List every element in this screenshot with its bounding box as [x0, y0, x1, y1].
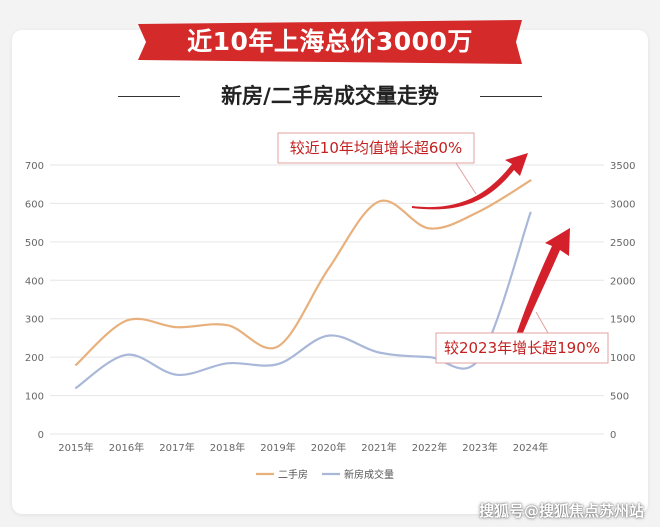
- callout-text-new-house: 较2023年增长超190%: [444, 339, 600, 357]
- callout-leader-new-house: [535, 311, 549, 334]
- page-title: 近10年上海总价3000万: [187, 27, 473, 56]
- legend: 二手房 新房成交量: [256, 468, 394, 481]
- legend-label: 新房成交量: [344, 468, 394, 481]
- x-tick-label: 2015年: [58, 441, 93, 454]
- callout-box-second-hand: [277, 132, 475, 164]
- right-tick-label: 3000: [610, 199, 635, 210]
- legend-label: 二手房: [278, 468, 308, 481]
- left-tick-label: 0: [38, 430, 44, 441]
- right-tick-label: 2500: [610, 238, 635, 249]
- watermark: 搜狐号@搜狐焦点苏州站: [478, 502, 644, 520]
- left-y-axis: 0 100 200 300 400 500 600 700: [25, 161, 44, 441]
- x-tick-label: 2024年: [513, 441, 548, 454]
- subtitle-line-left: [118, 96, 180, 97]
- left-tick-label: 600: [25, 199, 44, 210]
- right-tick-label: 2000: [610, 276, 635, 287]
- left-tick-label: 500: [25, 238, 44, 249]
- subtitle-row: 新房/二手房成交量走势: [118, 80, 542, 112]
- x-tick-label: 2023年: [462, 441, 497, 454]
- right-tick-label: 3500: [610, 161, 635, 172]
- trend-arrow-second-hand: [412, 153, 528, 210]
- chart-subtitle: 新房/二手房成交量走势: [221, 84, 439, 108]
- left-tick-label: 400: [25, 276, 44, 287]
- left-tick-label: 700: [25, 161, 44, 172]
- x-tick-label: 2017年: [159, 441, 194, 454]
- grid-lines: [50, 164, 604, 435]
- right-tick-label: 1500: [610, 315, 635, 326]
- callout-box-new-house: [435, 332, 609, 364]
- right-tick-label: 1000: [610, 353, 635, 364]
- x-tick-label: 2018年: [210, 441, 245, 454]
- left-tick-label: 200: [25, 353, 44, 364]
- right-tick-label: 500: [610, 392, 629, 403]
- x-tick-label: 2021年: [361, 441, 396, 454]
- x-tick-label: 2019年: [260, 441, 295, 454]
- callout-text-second-hand: 较近10年均值增长超60%: [290, 139, 462, 157]
- x-tick-label: 2020年: [311, 441, 346, 454]
- series-line-second-hand: [74, 179, 532, 366]
- trend-arrow-new-house: [515, 228, 570, 340]
- annotations: 较近10年均值增长超60% 较2023年增长超190%: [277, 132, 609, 364]
- subtitle-line-right: [480, 96, 542, 97]
- right-y-axis: 0 500 1000 1500 2000 2500 3000 3500: [610, 161, 635, 441]
- right-tick-label: 0: [610, 430, 616, 441]
- callout-leader-second-hand: [455, 162, 477, 195]
- title-banner: 近10年上海总价3000万: [138, 20, 522, 64]
- banner-shape: [138, 20, 522, 64]
- x-tick-label: 2016年: [109, 441, 144, 454]
- left-tick-label: 100: [25, 392, 44, 403]
- left-tick-label: 300: [25, 315, 44, 326]
- x-tick-label: 2022年: [412, 441, 447, 454]
- x-axis: 2015年 2016年 2017年 2018年 2019年 2020年 2021年 2022年…: [58, 441, 548, 454]
